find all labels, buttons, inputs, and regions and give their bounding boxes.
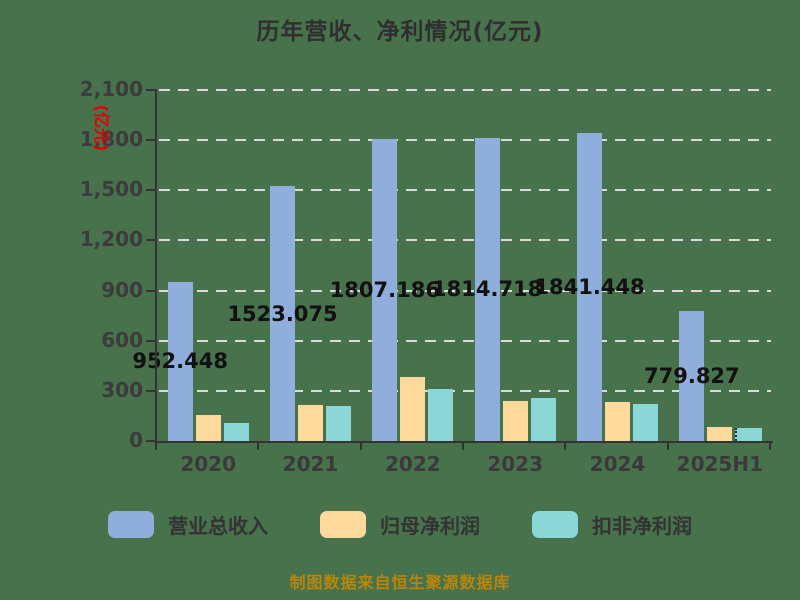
bar-series2-2025H1 — [735, 428, 763, 441]
value-label-2020: 952.448 — [132, 349, 228, 374]
y-tick-label: 600 — [101, 327, 143, 352]
gridline-1200 — [159, 239, 771, 242]
y-tick-label: 300 — [101, 377, 143, 402]
legend-item-deducted-profit: 扣非净利润 — [532, 510, 692, 539]
x-axis-label-2024: 2024 — [589, 452, 646, 476]
bar-series1-2025H1 — [707, 426, 733, 441]
y-tick-mark — [146, 189, 155, 192]
bar-series2-2024 — [633, 404, 658, 441]
x-tick-mark — [155, 443, 157, 450]
value-label-2021: 1523.075 — [227, 301, 338, 326]
y-tick-label: 1,500 — [79, 177, 143, 202]
legend: 营业总收入 归母净利润 扣非净利润 — [0, 510, 800, 539]
gridline-300 — [159, 389, 771, 392]
y-tick-mark — [146, 389, 155, 392]
legend-swatch-deducted-profit — [532, 511, 578, 538]
gridline-1500 — [159, 189, 771, 192]
x-tick-mark — [564, 443, 567, 450]
chart-title: 历年营收、净利情况(亿元) — [256, 19, 544, 45]
bar-series1-2024 — [605, 401, 630, 441]
y-tick-label: 0 — [129, 428, 143, 452]
gridline-900 — [159, 289, 771, 292]
bar-series2-2020 — [223, 423, 249, 441]
x-tick-mark — [769, 443, 771, 450]
value-label-2023: 1814.718 — [432, 277, 543, 302]
bar-series0-2023 — [474, 137, 500, 441]
x-tick-mark — [257, 443, 260, 450]
bar-series0-2024 — [577, 133, 602, 441]
y-tick-mark — [146, 89, 155, 91]
x-axis-label-2025H1: 2025H1 — [676, 452, 763, 476]
legend-label-deducted-profit: 扣非净利润 — [592, 514, 692, 538]
y-tick-mark — [146, 239, 155, 242]
y-axis-unit-label: (亿元) — [92, 104, 111, 152]
legend-label-net-profit: 归母净利润 — [380, 514, 480, 538]
x-tick-mark — [359, 443, 362, 450]
value-label-2024: 1841.448 — [534, 275, 645, 300]
x-axis-label-2021: 2021 — [282, 452, 339, 476]
y-axis-line — [155, 89, 157, 443]
bar-series0-2022 — [372, 138, 398, 441]
y-tick-mark — [146, 339, 155, 342]
y-tick-mark — [146, 139, 155, 142]
y-tick-label: 2,100 — [79, 77, 143, 101]
y-tick-mark — [146, 440, 155, 442]
legend-item-revenue: 营业总收入 — [108, 510, 268, 539]
data-source-note: 制图数据来自恒生聚源数据库 — [289, 573, 511, 592]
gridline-1800 — [159, 139, 771, 142]
x-axis-label-2022: 2022 — [384, 452, 441, 476]
y-tick-label: 900 — [101, 277, 143, 302]
y-tick-label: 1,200 — [79, 227, 143, 252]
y-tick-label: 1,800 — [79, 127, 143, 152]
gridline-600 — [159, 339, 771, 342]
bar-series0-2021 — [270, 186, 295, 441]
bar-series1-2020 — [195, 415, 221, 441]
legend-item-net-profit: 归母净利润 — [320, 510, 480, 539]
bar-series1-2021 — [298, 405, 323, 441]
x-axis-line — [155, 441, 773, 443]
x-tick-mark — [666, 443, 669, 450]
bar-series2-2021 — [326, 405, 351, 441]
legend-label-revenue: 营业总收入 — [168, 514, 268, 538]
value-label-2022: 1807.186 — [329, 277, 440, 302]
bar-series1-2023 — [502, 400, 528, 441]
gridline-2100 — [159, 89, 771, 91]
bar-series1-2022 — [400, 377, 426, 441]
x-tick-mark — [462, 443, 464, 450]
x-axis-label-2020: 2020 — [180, 452, 236, 476]
y-tick-mark — [146, 289, 155, 292]
bar-series2-2022 — [428, 389, 454, 441]
value-label-2025H1: 779.827 — [644, 363, 740, 388]
legend-swatch-revenue — [108, 511, 154, 538]
bar-series2-2023 — [530, 398, 556, 441]
bar-series0-2025H1 — [679, 310, 705, 441]
legend-swatch-net-profit — [320, 511, 366, 538]
x-axis-label-2023: 2023 — [487, 452, 543, 476]
bar-series0-2020 — [167, 281, 193, 441]
